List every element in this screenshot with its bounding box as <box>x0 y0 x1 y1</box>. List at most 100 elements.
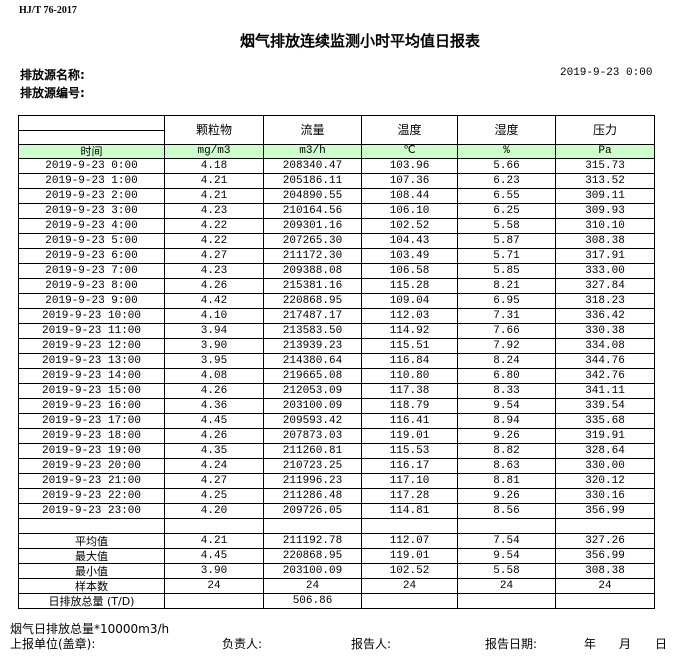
row-label: 2019-9-23 9:00 <box>18 293 165 309</box>
row-label: 2019-9-23 5:00 <box>18 233 165 249</box>
value-cell: 5.71 <box>457 248 556 264</box>
value-cell: 344.76 <box>555 353 655 369</box>
value-cell: 5.66 <box>457 158 556 174</box>
value-cell: 9.26 <box>457 428 556 444</box>
responsible-label: 负责人: <box>222 637 263 651</box>
table-row: 2019-9-23 3:00 4.23 210164.56 106.10 6.25 309… <box>18 203 655 219</box>
value-cell: 219665.08 <box>263 368 362 384</box>
value-cell: 115.28 <box>361 278 458 294</box>
value-cell: 4.36 <box>164 398 264 414</box>
value-cell: 4.21 <box>164 533 264 549</box>
summary-row: 日排放总量 (T/D) 506.86 <box>18 593 655 609</box>
value-cell: 4.42 <box>164 293 264 309</box>
value-cell: 205186.11 <box>263 173 362 189</box>
value-cell: 356.99 <box>555 503 655 519</box>
table-row: 2019-9-23 9:00 4.42 220868.95 109.04 6.95 318… <box>18 293 655 309</box>
table-row: 2019-9-23 16:00 4.36 203100.09 118.79 9.54 33… <box>18 398 655 414</box>
value-cell: 211286.48 <box>263 488 362 504</box>
table-row: 2019-9-23 13:00 3.95 214380.64 116.84 8.24 34… <box>18 353 655 369</box>
row-label: 2019-9-23 8:00 <box>18 278 165 294</box>
value-cell: 4.22 <box>164 218 264 234</box>
report-table: 颗粒物 流量 温度 湿度 压力 时间 mg/m3 m3/h ℃ % Pa 201… <box>18 115 655 609</box>
row-label: 2019-9-23 16:00 <box>18 398 165 414</box>
value-cell: 327.84 <box>555 278 655 294</box>
value-cell: 8.21 <box>457 278 556 294</box>
row-label: 2019-9-23 21:00 <box>18 473 165 489</box>
table-row: 2019-9-23 5:00 4.22 207265.30 104.43 5.87 308… <box>18 233 655 249</box>
value-cell: 356.99 <box>555 548 655 564</box>
footer-note: 烟气日排放总量*10000m3/h <box>10 622 170 636</box>
value-cell <box>263 518 362 534</box>
unit-cell: ℃ <box>361 144 458 159</box>
summary-row: 平均值 4.21 211192.78 112.07 7.54 327.26 <box>18 533 655 549</box>
value-cell: 110.80 <box>361 368 458 384</box>
row-label: 2019-9-23 3:00 <box>18 203 165 219</box>
value-cell: 209388.08 <box>263 263 362 279</box>
value-cell: 3.90 <box>164 338 264 354</box>
row-label: 2019-9-23 15:00 <box>18 383 165 399</box>
value-cell: 203100.09 <box>263 563 362 579</box>
value-cell: 7.92 <box>457 338 556 354</box>
value-cell: 116.17 <box>361 458 458 474</box>
value-cell: 309.11 <box>555 188 655 204</box>
value-cell: 315.73 <box>555 158 655 174</box>
year-label: 年 <box>584 637 597 651</box>
value-cell: 117.28 <box>361 488 458 504</box>
value-cell: 118.79 <box>361 398 458 414</box>
row-label: 2019-9-23 1:00 <box>18 173 165 189</box>
value-cell: 4.25 <box>164 488 264 504</box>
value-cell: 4.35 <box>164 443 264 459</box>
value-cell: 310.10 <box>555 218 655 234</box>
report-date-label: 报告日期: <box>485 637 538 651</box>
value-cell: 3.95 <box>164 353 264 369</box>
value-cell: 6.25 <box>457 203 556 219</box>
summary-row: 样本数 24 24 24 24 24 <box>18 578 655 594</box>
table-row: 2019-9-23 17:00 4.45 209593.42 116.41 8.94 33… <box>18 413 655 429</box>
value-cell: 342.76 <box>555 368 655 384</box>
row-label: 样本数 <box>18 578 165 594</box>
value-cell: 103.49 <box>361 248 458 264</box>
value-cell: 108.44 <box>361 188 458 204</box>
value-cell: 313.52 <box>555 173 655 189</box>
row-label: 2019-9-23 22:00 <box>18 488 165 504</box>
empty-row <box>18 518 655 534</box>
row-label: 2019-9-23 17:00 <box>18 413 165 429</box>
row-label: 2019-9-23 20:00 <box>18 458 165 474</box>
row-label: 2019-9-23 23:00 <box>18 503 165 519</box>
reporting-unit-label: 上报单位(盖章): <box>10 637 96 651</box>
value-cell: 209726.05 <box>263 503 362 519</box>
value-cell: 308.38 <box>555 233 655 249</box>
value-cell: 215381.16 <box>263 278 362 294</box>
table-row: 2019-9-23 10:00 4.10 217487.17 112.03 7.31 33… <box>18 308 655 324</box>
value-cell: 8.82 <box>457 443 556 459</box>
value-cell: 211172.30 <box>263 248 362 264</box>
value-cell: 6.95 <box>457 293 556 309</box>
unit-row: 时间 mg/m3 m3/h ℃ % Pa <box>18 144 655 159</box>
table-row: 2019-9-23 6:00 4.27 211172.30 103.49 5.71 317… <box>18 248 655 264</box>
value-cell: 220868.95 <box>263 293 362 309</box>
unit-cell: mg/m3 <box>164 144 264 159</box>
value-cell: 115.51 <box>361 338 458 354</box>
value-cell <box>555 593 655 609</box>
row-label: 2019-9-23 19:00 <box>18 443 165 459</box>
value-cell: 319.91 <box>555 428 655 444</box>
value-cell: 212053.09 <box>263 383 362 399</box>
value-cell: 7.66 <box>457 323 556 339</box>
value-cell: 4.26 <box>164 278 264 294</box>
column-header: 压力 <box>555 115 655 145</box>
row-label: 2019-9-23 10:00 <box>18 308 165 324</box>
value-cell: 8.33 <box>457 383 556 399</box>
value-cell: 339.54 <box>555 398 655 414</box>
value-cell: 209301.16 <box>263 218 362 234</box>
value-cell: 109.04 <box>361 293 458 309</box>
table-row: 2019-9-23 4:00 4.22 209301.16 102.52 5.58 310… <box>18 218 655 234</box>
value-cell: 308.38 <box>555 563 655 579</box>
table-row: 2019-9-23 14:00 4.08 219665.08 110.80 6.80 34… <box>18 368 655 384</box>
value-cell: 4.27 <box>164 248 264 264</box>
value-cell: 8.56 <box>457 503 556 519</box>
value-cell: 9.54 <box>457 548 556 564</box>
value-cell <box>164 518 264 534</box>
value-cell: 4.08 <box>164 368 264 384</box>
value-cell: 203100.09 <box>263 398 362 414</box>
value-cell: 309.93 <box>555 203 655 219</box>
